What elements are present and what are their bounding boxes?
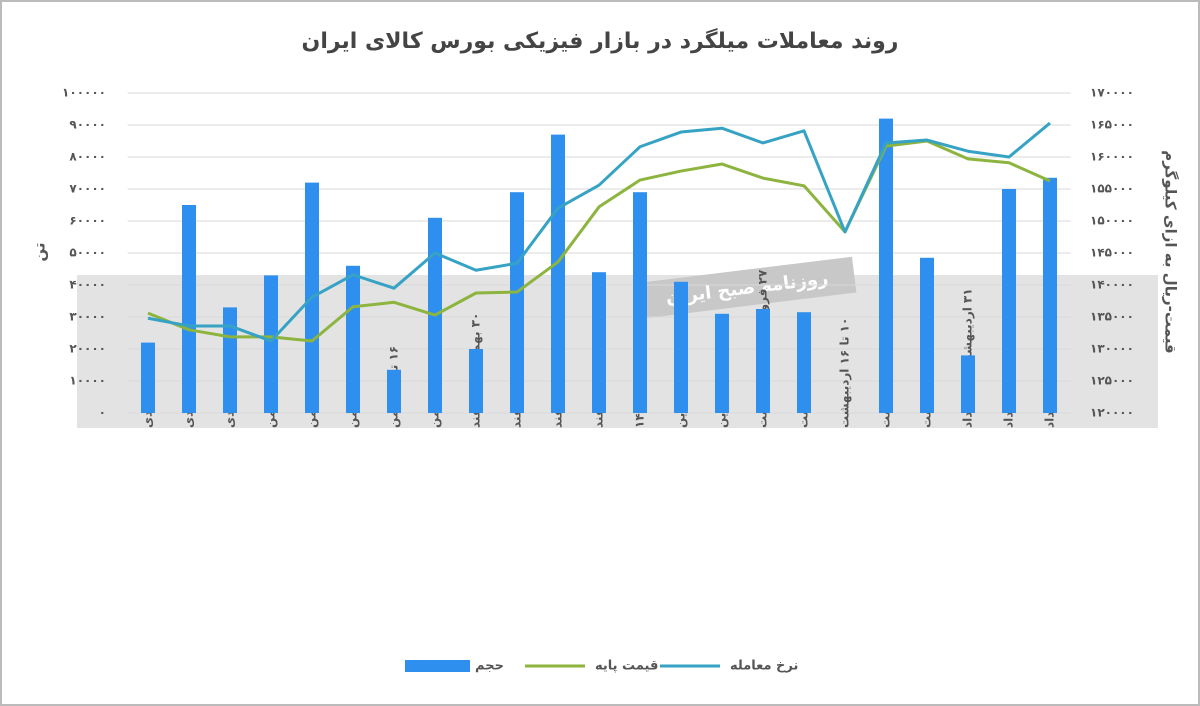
y-tick-label: ۲۰۰۰۰: [69, 342, 106, 356]
bar: [674, 281, 688, 413]
bar: [633, 192, 647, 413]
y2-tick-label: ۱۳۵۰۰۰: [1090, 310, 1134, 324]
y2-tick-label: ۱۷۰۰۰۰: [1090, 86, 1134, 100]
y-tick-label: ۰: [99, 406, 106, 420]
watermark-band: [77, 275, 1158, 428]
bar: [756, 309, 770, 413]
bar: [182, 205, 196, 413]
legend-swatch: [405, 660, 470, 672]
bar: [797, 312, 811, 413]
bar: [592, 272, 606, 413]
y2-tick-label: ۱۲۰۰۰۰: [1090, 406, 1134, 420]
x-tick-label: ۱۰ تا ۱۶ اردیبهشت: [838, 318, 852, 428]
y2-tick-label: ۱۴۰۰۰۰: [1090, 278, 1134, 292]
y-tick-label: ۱۰۰۰۰۰: [62, 86, 106, 100]
y-tick-label: ۴۰۰۰۰: [69, 278, 106, 292]
bar: [715, 313, 729, 413]
bar: [264, 275, 278, 413]
y2-tick-label: ۱۵۰۰۰۰: [1090, 214, 1134, 228]
y-tick-label: ۱۰۰۰۰: [69, 374, 106, 388]
legend-label: قیمت پایه: [595, 659, 658, 674]
bar: [920, 257, 934, 413]
y-tick-label: ۹۰۰۰۰: [69, 118, 106, 132]
y-tick-label: ۳۰۰۰۰: [69, 310, 106, 324]
y2-tick-label: ۱۵۵۰۰۰: [1090, 182, 1134, 196]
y-tick-label: ۶۰۰۰۰: [69, 214, 106, 228]
y2-tick-label: ۱۲۵۰۰۰: [1090, 374, 1134, 388]
y2-tick-label: ۱۶۰۰۰۰: [1090, 150, 1134, 164]
y-tick-label: ۵۰۰۰۰: [69, 246, 106, 260]
bar: [223, 307, 237, 413]
y-tick-label: ۷۰۰۰۰: [69, 182, 106, 196]
bar: [1043, 177, 1057, 413]
bar: [469, 349, 483, 413]
bar: [510, 192, 524, 413]
y2-tick-label: ۱۴۵۰۰۰: [1090, 246, 1134, 260]
y2-axis-title: قیمت-ریال به ازای کیلوگرم: [1162, 150, 1180, 354]
y-tick-label: ۸۰۰۰۰: [69, 150, 106, 164]
bar: [1002, 189, 1016, 413]
bar: [141, 342, 155, 413]
bar: [879, 118, 893, 413]
line-series: [147, 121, 1051, 343]
y2-tick-label: ۱۶۵۰۰۰: [1090, 118, 1134, 132]
bar: [961, 355, 975, 413]
bar: [346, 265, 360, 413]
watermark-box: [638, 256, 857, 319]
bar: [551, 134, 565, 413]
legend-label: حجم: [475, 659, 504, 674]
chart-title: روند معاملات میلگرد در بازار فیزیکی بورس…: [302, 27, 899, 54]
legend-label: نرخ معامله: [730, 659, 798, 674]
y2-tick-label: ۱۳۰۰۰۰: [1090, 342, 1134, 356]
bar: [387, 369, 401, 413]
line-series: [147, 139, 1051, 343]
y-axis-title: تن: [31, 242, 49, 261]
